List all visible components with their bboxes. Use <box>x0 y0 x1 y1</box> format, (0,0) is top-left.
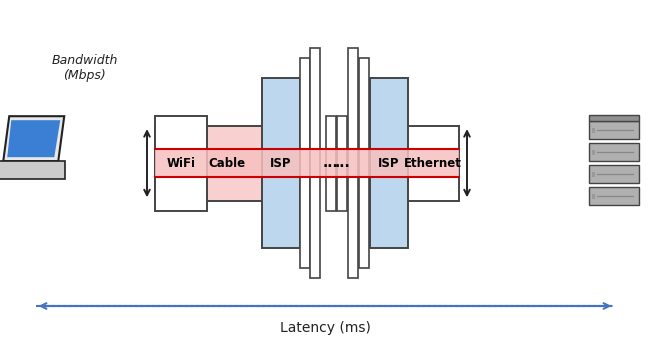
Text: ...: ... <box>334 156 350 170</box>
Bar <box>262 78 300 248</box>
Bar <box>590 121 639 139</box>
Bar <box>337 116 347 211</box>
Bar <box>369 78 408 248</box>
Bar <box>310 48 320 278</box>
Polygon shape <box>3 116 64 161</box>
Bar <box>348 48 358 278</box>
Bar <box>592 194 595 199</box>
Text: Latency (ms): Latency (ms) <box>280 321 370 335</box>
Bar <box>359 58 369 268</box>
Bar <box>590 187 639 205</box>
Bar <box>592 150 595 155</box>
Bar <box>326 116 336 211</box>
Bar <box>155 126 265 201</box>
Bar <box>407 126 459 201</box>
Bar <box>590 115 639 121</box>
Bar <box>155 149 459 177</box>
Text: Cable: Cable <box>208 157 245 170</box>
Text: Ethernet: Ethernet <box>404 157 462 170</box>
Bar <box>592 172 595 177</box>
Text: WiFi: WiFi <box>166 157 196 170</box>
Bar <box>155 116 207 211</box>
Text: ISP: ISP <box>378 157 399 170</box>
Polygon shape <box>7 120 60 157</box>
Bar <box>592 128 595 133</box>
Bar <box>300 58 309 268</box>
Text: ISP: ISP <box>270 157 292 170</box>
Text: Bandwidth
(Mbps): Bandwidth (Mbps) <box>51 54 118 82</box>
Bar <box>590 143 639 161</box>
Bar <box>590 165 639 183</box>
Text: ...: ... <box>323 156 339 170</box>
Polygon shape <box>0 161 65 179</box>
